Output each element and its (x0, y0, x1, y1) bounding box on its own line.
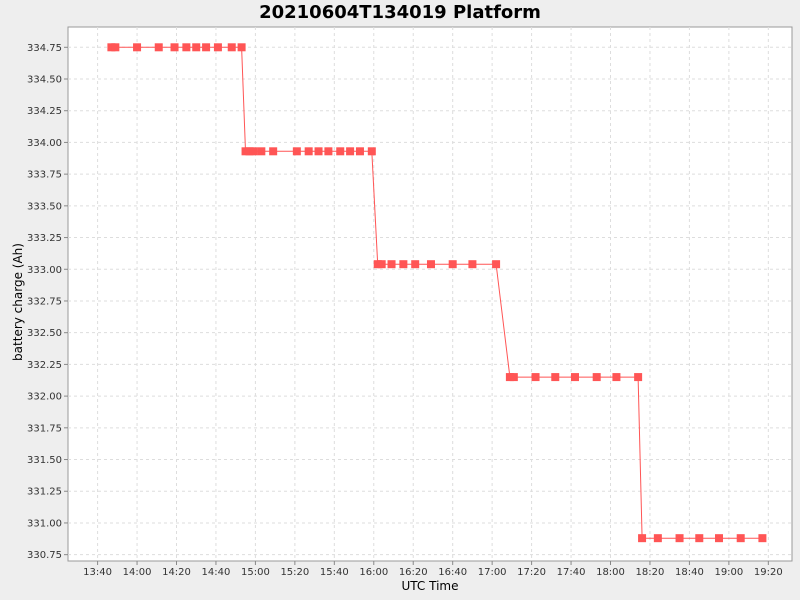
x-tick-label: 19:00 (714, 567, 743, 578)
y-axis: 330.75 331.00 331.25 331.50 331.75 332.00 332.… (27, 43, 68, 561)
data-point (387, 260, 396, 269)
data-point (133, 43, 142, 52)
data-point (269, 147, 278, 156)
data-point (638, 534, 647, 543)
y-tick-label: 332.75 (27, 296, 62, 307)
data-point (355, 147, 364, 156)
data-point (551, 373, 560, 382)
data-point (336, 147, 345, 156)
y-tick-label: 332.25 (27, 360, 62, 371)
data-point (182, 43, 191, 52)
y-tick-label: 331.00 (27, 518, 62, 529)
data-point (509, 373, 518, 382)
data-point (653, 534, 662, 543)
y-tick-label: 331.25 (27, 487, 62, 498)
data-point (227, 43, 236, 52)
x-tick-label: 13:40 (83, 567, 112, 578)
y-tick-label: 334.50 (27, 75, 62, 86)
data-point (592, 373, 601, 382)
x-tick-label: 14:40 (202, 567, 231, 578)
data-point (612, 373, 621, 382)
data-point (377, 260, 386, 269)
y-tick-label: 334.25 (27, 106, 62, 117)
y-tick-label: 332.50 (27, 328, 62, 339)
y-tick-label: 332.00 (27, 392, 62, 403)
data-point (192, 43, 201, 52)
data-point (736, 534, 745, 543)
data-point (448, 260, 457, 269)
data-point (715, 534, 724, 543)
x-tick-label: 18:00 (596, 567, 625, 578)
data-point (257, 147, 266, 156)
data-markers (107, 43, 767, 543)
data-point (411, 260, 420, 269)
data-point (292, 147, 301, 156)
data-point (154, 43, 163, 52)
x-tick-label: 18:40 (675, 567, 704, 578)
x-tick-label: 17:00 (478, 567, 507, 578)
grid-lines (68, 27, 792, 561)
data-point (213, 43, 222, 52)
x-tick-label: 15:20 (280, 567, 309, 578)
y-tick-label: 333.50 (27, 201, 62, 212)
x-tick-label: 19:20 (754, 567, 783, 578)
y-tick-label: 333.25 (27, 233, 62, 244)
data-point (468, 260, 477, 269)
data-point (695, 534, 704, 543)
x-tick-label: 16:00 (359, 567, 388, 578)
plot-area (67, 26, 793, 562)
data-point (304, 147, 313, 156)
data-point (367, 147, 376, 156)
data-point (675, 534, 684, 543)
y-tick-label: 330.75 (27, 550, 62, 561)
data-point (170, 43, 179, 52)
x-tick-label: 18:20 (636, 567, 665, 578)
y-tick-label: 331.75 (27, 423, 62, 434)
data-point (324, 147, 333, 156)
x-tick-label: 17:20 (517, 567, 546, 578)
x-tick-label: 15:40 (320, 567, 349, 578)
data-point (758, 534, 767, 543)
data-point (346, 147, 355, 156)
x-axis-label: UTC Time (402, 579, 459, 593)
data-point (249, 147, 258, 156)
data-point (426, 260, 435, 269)
x-tick-label: 17:40 (557, 567, 586, 578)
data-point (531, 373, 540, 382)
x-tick-label: 16:20 (399, 567, 428, 578)
data-point (202, 43, 211, 52)
x-axis: 13:40 14:00 14:20 14:40 15:00 15:20 15:40 16:00… (83, 561, 783, 578)
y-tick-label: 334.00 (27, 138, 62, 149)
y-tick-label: 333.00 (27, 265, 62, 276)
data-point (237, 43, 246, 52)
data-point (492, 260, 501, 269)
x-tick-label: 15:00 (241, 567, 270, 578)
y-axis-label: battery charge (Ah) (11, 243, 25, 361)
y-tick-label: 334.75 (27, 43, 62, 54)
x-tick-label: 14:00 (123, 567, 152, 578)
x-tick-label: 16:40 (438, 567, 467, 578)
data-point (314, 147, 323, 156)
data-point (634, 373, 643, 382)
chart-title: 20210604T134019 Platform (259, 2, 541, 23)
y-tick-label: 331.50 (27, 455, 62, 466)
data-point (399, 260, 408, 269)
x-tick-label: 14:20 (162, 567, 191, 578)
y-tick-label: 333.75 (27, 170, 62, 181)
data-point (570, 373, 579, 382)
data-point (111, 43, 120, 52)
